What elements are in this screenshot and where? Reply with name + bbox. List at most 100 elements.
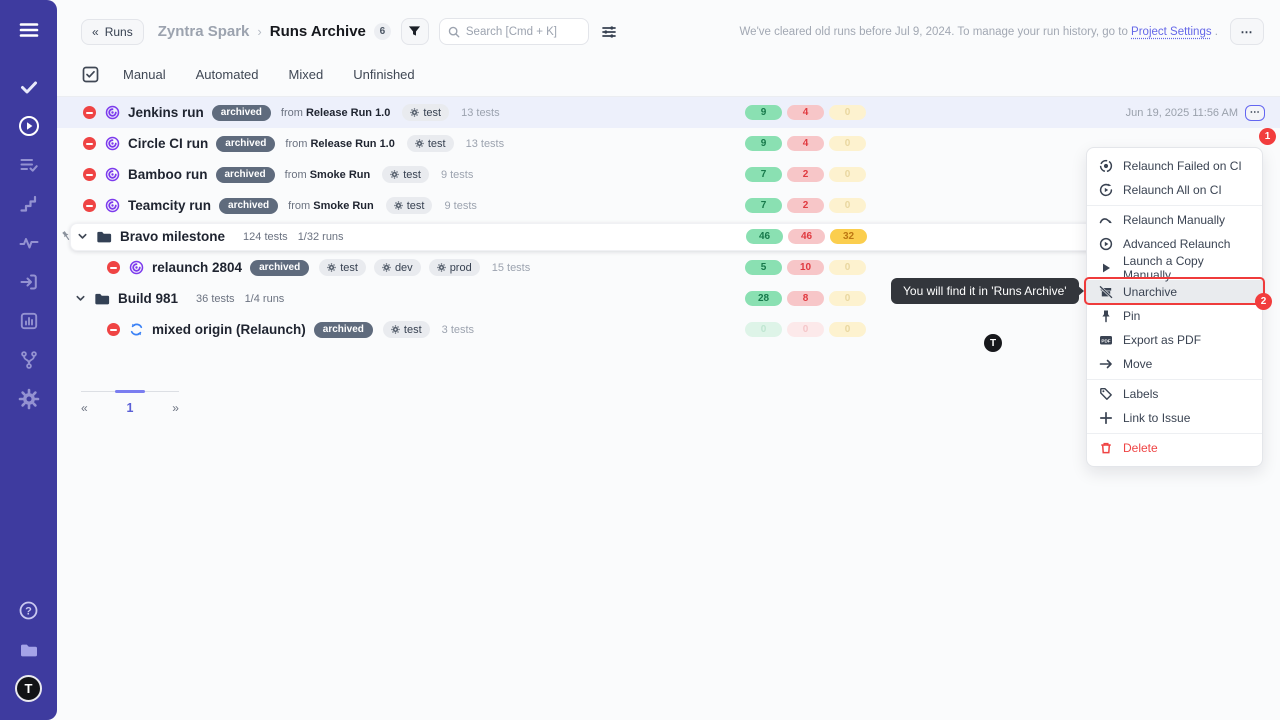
menu-item-export-pdf[interactable]: PDF Export as PDF: [1087, 328, 1262, 352]
retention-notice: We've cleared old runs before Jul 9, 202…: [739, 25, 1218, 38]
row-more-button[interactable]: ⋯: [1245, 104, 1265, 121]
run-name[interactable]: Circle CI run: [128, 136, 209, 151]
run-origin: from Release Run 1.0: [280, 106, 391, 119]
relaunch-failed-ci-icon: [1099, 159, 1113, 173]
run-name[interactable]: Teamcity run: [128, 198, 212, 213]
pagination-prev[interactable]: «: [81, 401, 88, 415]
tag-pill[interactable]: dev: [373, 259, 421, 276]
filter-button[interactable]: [400, 18, 429, 45]
run-name[interactable]: relaunch 2804: [152, 260, 243, 275]
folder-name[interactable]: Bravo milestone: [120, 229, 226, 244]
run-stats: 0 0 0: [745, 314, 866, 345]
run-row-circle-ci[interactable]: Circle CI run archived from Release Run …: [57, 128, 1280, 159]
view-settings-icon[interactable]: [601, 25, 617, 39]
funnel-icon: [409, 26, 421, 36]
menu-divider: [1087, 432, 1262, 434]
stopped-status-icon: [107, 323, 120, 336]
menu-icon[interactable]: [0, 10, 57, 49]
run-name[interactable]: mixed origin (Relaunch): [152, 322, 306, 337]
run-row-jenkins[interactable]: Jenkins run archived from Release Run 1.…: [57, 97, 1280, 128]
projects-folder-icon[interactable]: [0, 630, 57, 669]
header-more-button[interactable]: ⋯: [1230, 18, 1264, 45]
run-row-bamboo[interactable]: Bamboo run archived from Smoke Run test …: [57, 159, 1280, 190]
skipped-pill: 0: [829, 136, 866, 151]
tag-pill[interactable]: test: [319, 259, 366, 276]
list-divider: [57, 96, 1280, 97]
chevron-down-icon[interactable]: [77, 231, 88, 242]
tests-count: 3 tests: [441, 323, 475, 336]
breadcrumb-project[interactable]: Zyntra Spark: [157, 23, 250, 40]
skipped-pill: 0: [829, 291, 866, 306]
run-row-mixed-origin[interactable]: mixed origin (Relaunch) archived test 3 …: [57, 314, 1280, 345]
app-logo[interactable]: T: [0, 669, 57, 708]
menu-item-link-to-issue[interactable]: Link to Issue: [1087, 406, 1262, 430]
menu-item-unarchive[interactable]: Unarchive: [1087, 280, 1262, 304]
gear-icon: [382, 263, 391, 272]
folder-icon: [96, 230, 112, 244]
run-row-relaunch-2804[interactable]: relaunch 2804 archived test dev prod 15 …: [57, 252, 1280, 283]
run-name[interactable]: Bamboo run: [128, 167, 208, 182]
search-icon: [448, 26, 460, 37]
menu-item-advanced-relaunch[interactable]: Advanced Relaunch: [1087, 232, 1262, 256]
folder-row-bravo-milestone[interactable]: Bravo milestone 124 tests 1/32 runs 46 4…: [57, 221, 1280, 252]
test-list-icon[interactable]: [0, 145, 57, 184]
relaunch-sync-icon: [129, 322, 144, 337]
menu-item-labels[interactable]: Labels: [1087, 382, 1262, 406]
milestones-steps-icon[interactable]: [0, 184, 57, 223]
tag-pill[interactable]: test: [382, 321, 430, 338]
passed-pill: 9: [745, 136, 782, 151]
folder-row-build-981[interactable]: Build 981 36 tests 1/4 runs 28 8 0: [57, 283, 1280, 314]
filter-tabs: Manual Automated Mixed Unfinished: [57, 52, 1280, 96]
tab-mixed[interactable]: Mixed: [288, 66, 324, 82]
search-input[interactable]: [465, 25, 576, 38]
skipped-pill: 0: [829, 322, 866, 337]
project-settings-link[interactable]: Project Settings: [1131, 25, 1212, 38]
folder-name[interactable]: Build 981: [118, 291, 179, 306]
tests-count: 13 tests: [465, 137, 505, 150]
pinned-pin-icon: [60, 229, 72, 247]
branch-icon[interactable]: [0, 340, 57, 379]
tag-pill[interactable]: prod: [428, 259, 480, 276]
menu-item-relaunch-all-ci[interactable]: Relaunch All on CI: [1087, 178, 1262, 202]
pagination-page-1[interactable]: 1: [126, 401, 134, 415]
menu-item-delete[interactable]: Delete: [1087, 436, 1262, 460]
back-to-runs-button[interactable]: « Runs: [81, 18, 144, 45]
menu-item-relaunch-manually[interactable]: Relaunch Manually: [1087, 208, 1262, 232]
runs-play-icon[interactable]: [0, 106, 57, 145]
import-icon[interactable]: [0, 262, 57, 301]
stopped-status-icon: [83, 106, 96, 119]
pulse-icon[interactable]: [0, 223, 57, 262]
failed-pill: 46: [788, 229, 825, 244]
analytics-icon[interactable]: [0, 301, 57, 340]
runs-count-badge: 6: [373, 23, 391, 40]
tooltip-arrow: [1077, 285, 1084, 297]
pagination-next[interactable]: »: [172, 401, 179, 415]
run-row-teamcity[interactable]: Teamcity run archived from Smoke Run tes…: [57, 190, 1280, 221]
tag-pill[interactable]: test: [402, 104, 450, 121]
passed-pill: 0: [745, 322, 782, 337]
search-box[interactable]: [438, 18, 589, 45]
menu-item-pin[interactable]: Pin: [1087, 304, 1262, 328]
breadcrumb: Zyntra Spark › Runs Archive 6: [158, 23, 391, 40]
labels-icon: [1100, 388, 1112, 400]
failed-pill: 2: [787, 167, 824, 182]
tab-manual[interactable]: Manual: [123, 66, 166, 82]
run-name[interactable]: Jenkins run: [128, 105, 204, 120]
menu-item-relaunch-failed-ci[interactable]: Relaunch Failed on CI: [1087, 154, 1262, 178]
annotation-step-1: 1: [1259, 128, 1276, 145]
tab-unfinished[interactable]: Unfinished: [353, 66, 415, 82]
tab-automated[interactable]: Automated: [195, 66, 259, 82]
tag-pill[interactable]: test: [382, 166, 429, 183]
menu-item-move[interactable]: Move: [1087, 352, 1262, 376]
menu-item-launch-copy[interactable]: Launch a Copy Manually: [1087, 254, 1262, 282]
folder-icon: [94, 292, 110, 306]
settings-gear-icon[interactable]: [0, 379, 57, 418]
passed-pill: 5: [745, 260, 782, 275]
tag-pill[interactable]: test: [406, 135, 454, 152]
check-icon[interactable]: [0, 67, 57, 106]
select-all-icon[interactable]: [82, 66, 99, 83]
help-icon[interactable]: ?: [0, 591, 57, 630]
tag-pill[interactable]: test: [385, 197, 433, 214]
folder-tests-count: 36 tests: [196, 292, 235, 305]
chevron-down-icon[interactable]: [75, 293, 86, 304]
